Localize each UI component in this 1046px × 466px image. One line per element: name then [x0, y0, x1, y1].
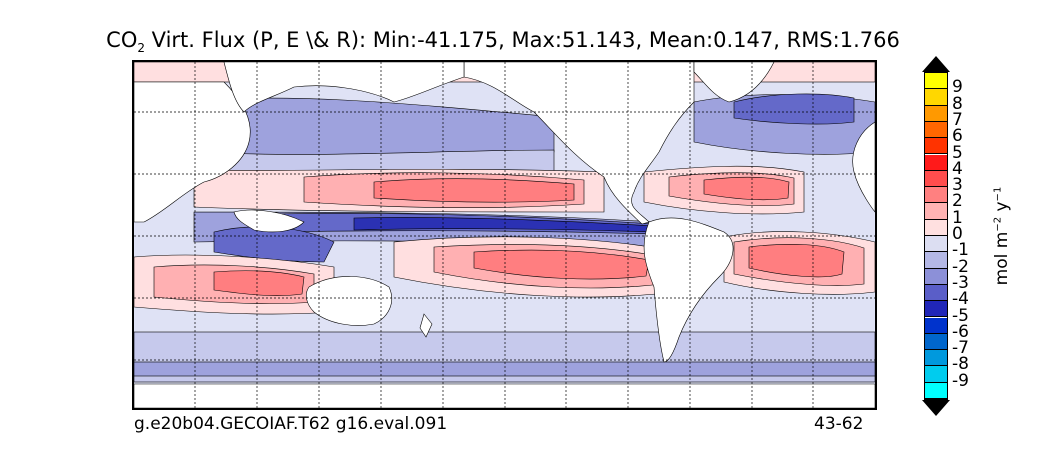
- land-greenland: [693, 62, 775, 103]
- colorbar-tick-label: 0: [952, 224, 963, 244]
- colorbar-tick-label: -2: [952, 256, 969, 277]
- title-subscript: 2: [137, 41, 145, 56]
- band-south-indian-core: [213, 270, 305, 296]
- colorbar-segment: [925, 203, 947, 220]
- band-north-pacific-core: [373, 178, 575, 203]
- colorbar-segment: [925, 382, 947, 399]
- colorbar-segment: [925, 268, 947, 285]
- band-south-atlantic-core: [748, 243, 845, 278]
- map-plot: [134, 62, 875, 408]
- colorbar-segment: [925, 252, 947, 269]
- colorbar-tick-label: 1: [952, 207, 963, 228]
- contour-bands: [134, 62, 875, 383]
- colorbar-tick-label: 3: [952, 175, 963, 196]
- footer-years: 43-62: [814, 414, 864, 434]
- colorbar-tick-label: 2: [952, 191, 963, 212]
- map-title: CO2 Virt. Flux (P, E \& R): Min:-41.175,…: [0, 28, 1006, 55]
- land-asia-east: [223, 62, 465, 113]
- colorbar-max-extension: [922, 56, 950, 72]
- land-north-america: [463, 62, 695, 225]
- colorbar-tick-label: 9: [952, 77, 963, 98]
- colorbar-segment: [925, 121, 947, 139]
- colorbar-segment: [925, 236, 947, 253]
- title-suffix: Virt. Flux (P, E \& R): Min:-41.175, Max…: [145, 28, 900, 52]
- colorbar-segment: [925, 154, 947, 171]
- colorbar-segment: [925, 89, 947, 106]
- colorbar-tick-label: -9: [952, 370, 969, 391]
- colorbar-tick-label: 5: [952, 142, 963, 163]
- colorbar-segment: [925, 187, 947, 204]
- land-europe-africa: [852, 121, 875, 213]
- colorbar: [924, 72, 948, 400]
- land-australia: [305, 276, 393, 326]
- colorbar-label: mol m−2 y−1: [992, 187, 1012, 286]
- gridlines: [134, 62, 875, 408]
- colorbar-min-extension: [922, 400, 950, 416]
- band-southern-mid: [134, 361, 875, 377]
- colorbar-tick-label: -1: [952, 240, 969, 261]
- footer-run-name: g.e20b04.GECOIAF.T62 g16.eval.091: [134, 414, 448, 434]
- colorbar-segment: [925, 170, 947, 188]
- colorbar-tick-label: 7: [952, 109, 963, 130]
- colorbar-segment: [925, 105, 947, 122]
- colorbar-tick-label: -8: [952, 354, 969, 375]
- land-south-america: [643, 217, 734, 363]
- world-map: [132, 60, 877, 410]
- colorbar-tick-label: -7: [952, 338, 969, 359]
- land-new-zealand: [419, 313, 433, 338]
- colorbar-segment: [925, 317, 947, 334]
- colorbar-segment: [925, 73, 947, 90]
- colorbar-tick-label: -4: [952, 289, 969, 310]
- colorbar-tick-label: -3: [952, 272, 969, 293]
- colorbar-segment: [925, 301, 947, 318]
- colorbar-label-exp2: −1: [992, 186, 1004, 202]
- colorbar-segment: [925, 138, 947, 155]
- band-north-atlantic-core: [703, 176, 790, 201]
- colorbar-label-unit1: mol m: [992, 231, 1012, 286]
- colorbar-label-exp1: −2: [992, 216, 1004, 232]
- colorbar-segment: [925, 219, 947, 236]
- land-maritime-se-asia: [233, 209, 305, 233]
- land-antarctica: [134, 383, 875, 408]
- colorbar-tick-label: -5: [952, 305, 969, 326]
- colorbar-segment: [925, 284, 947, 302]
- band-south-pacific-core: [473, 249, 650, 280]
- colorbar-segment: [925, 333, 947, 351]
- colorbar-segment: [925, 366, 947, 383]
- title-prefix: CO: [106, 28, 138, 52]
- colorbar-tick-label: -6: [952, 321, 969, 342]
- colorbar-tick-label: 6: [952, 126, 963, 147]
- colorbar-segment: [925, 350, 947, 367]
- colorbar-label-unit2: y: [992, 201, 1012, 217]
- band-subpolar-atlantic-deep: [733, 93, 855, 125]
- colorbar-tick-label: 4: [952, 158, 963, 179]
- colorbar-tick-label: 8: [952, 93, 963, 114]
